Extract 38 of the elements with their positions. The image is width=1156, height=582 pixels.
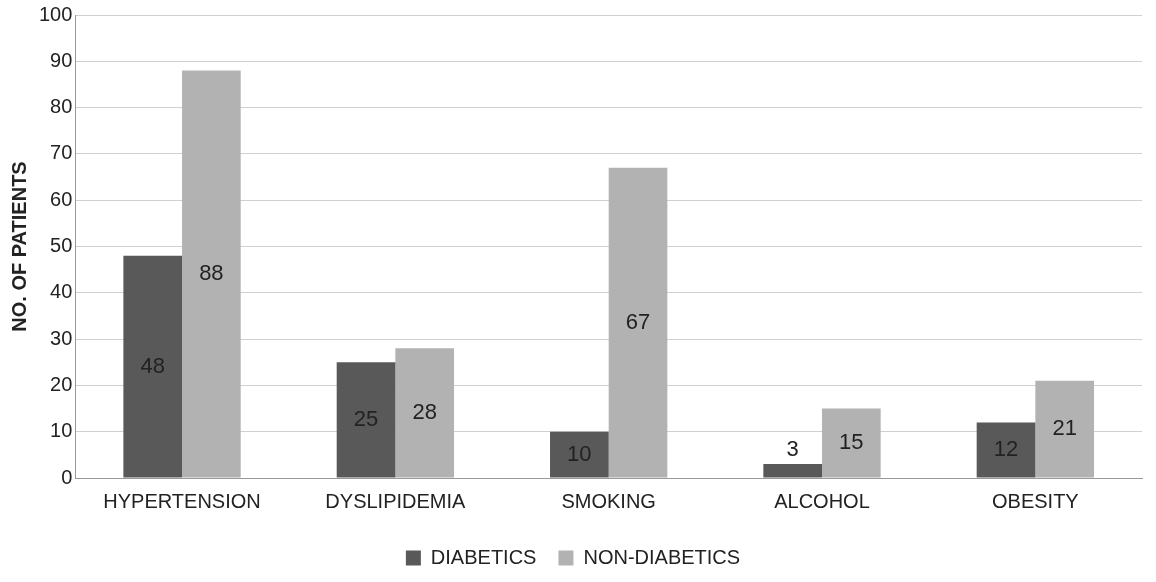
legend-label: DIABETICS [430,545,537,568]
y-tick-label: 0 [61,465,73,488]
x-tick-label: DYSLIPIDEMIA [325,489,467,512]
y-tick-label: 30 [50,326,73,349]
y-tick-label: 10 [50,419,73,442]
bar [976,422,1036,478]
bar [763,464,823,478]
bar [1035,380,1094,478]
y-tick-label: 80 [50,95,73,118]
y-tick-label: 50 [50,234,73,257]
bar [182,70,241,478]
y-tick-label: 100 [38,2,73,25]
y-tick-label: 40 [50,280,73,303]
bar [123,255,183,478]
y-tick-label: 90 [50,48,73,71]
y-tick-label: 70 [50,141,73,164]
bar [395,348,455,478]
data-label: 48 [140,352,165,378]
x-tick-label: HYPERTENSION [103,489,261,512]
x-tick-label: SMOKING [561,489,656,512]
bar [550,431,609,478]
y-tick-label: 60 [50,187,73,210]
bar [336,362,396,478]
legend-label: NON-DIABETICS [583,545,741,568]
data-label: 3 [786,436,799,462]
data-label: 25 [353,405,379,431]
y-axis-title: NO. OF PATIENTS [7,161,30,332]
x-tick-label: ALCOHOL [774,489,870,512]
data-label: 21 [1052,415,1077,441]
bar [608,167,668,478]
data-label: 28 [412,398,437,424]
data-label: 88 [199,260,224,286]
data-label: 67 [625,308,651,334]
y-tick-label: 20 [50,372,73,395]
bar [822,408,881,478]
x-tick-label: OBESITY [991,489,1079,512]
data-label: 10 [567,440,592,466]
data-label: 15 [839,429,864,455]
